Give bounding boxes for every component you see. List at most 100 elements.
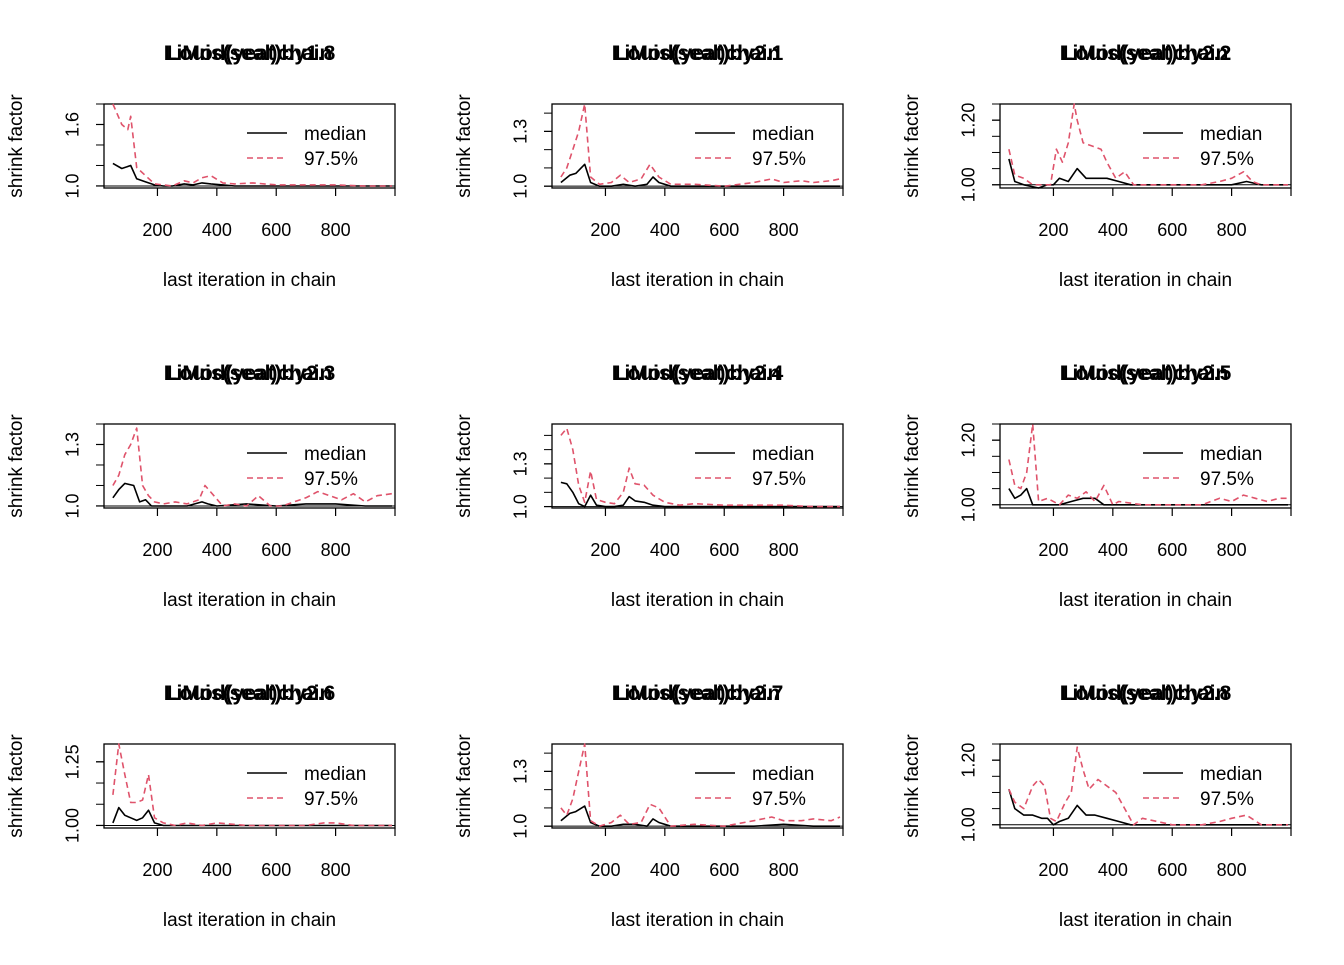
x-axis-label: last iteration in chain [163, 270, 336, 291]
x-tick-label: 800 [769, 220, 799, 240]
legend-label-97-5: 97.5% [304, 789, 358, 810]
legend-label-97-5: 97.5% [752, 789, 806, 810]
legend-label-median: median [752, 444, 814, 465]
series-line-97-5 [1009, 747, 1288, 825]
y-tick-label: 1.00 [959, 807, 979, 842]
legend-label-97-5: 97.5% [1200, 789, 1254, 810]
legend-label-97-5: 97.5% [752, 149, 806, 170]
x-tick-label: 600 [709, 860, 739, 880]
x-tick-label: 200 [1038, 860, 1068, 880]
x-tick-label: 600 [1157, 540, 1187, 560]
x-axis-label: last iteration in chain [1059, 910, 1232, 931]
series-line-97-5 [561, 104, 840, 186]
legend-label-median: median [1200, 764, 1262, 785]
x-tick-label: 800 [321, 220, 351, 240]
y-tick-label: 1.3 [511, 119, 531, 144]
series-line-97-5 [561, 744, 840, 826]
plot-frame [104, 744, 395, 828]
legend-label-median: median [304, 444, 366, 465]
x-tick-label: 400 [650, 860, 680, 880]
series-line-97-5 [113, 104, 392, 186]
legend-label-median: median [1200, 124, 1262, 145]
legend-label-97-5: 97.5% [1200, 469, 1254, 490]
y-tick-label: 1.6 [63, 112, 83, 137]
x-tick-label: 600 [261, 860, 291, 880]
chart-title-2: Louis(seal)chain [615, 42, 781, 65]
chart-title-2: Louis(seal)chain [167, 42, 333, 65]
y-axis-label: shrink factor [902, 414, 923, 518]
x-tick-label: 800 [1217, 540, 1247, 560]
x-tick-label: 200 [142, 540, 172, 560]
x-axis-label: last iteration in chain [163, 590, 336, 611]
x-axis-label: last iteration in chain [611, 910, 784, 931]
legend-label-97-5: 97.5% [1200, 149, 1254, 170]
x-tick-label: 800 [321, 540, 351, 560]
x-tick-label: 400 [202, 220, 232, 240]
y-axis-label: shrink factor [6, 734, 27, 838]
y-tick-label: 1.0 [511, 494, 531, 519]
plot-frame [552, 104, 843, 188]
x-tick-label: 800 [321, 860, 351, 880]
chart-title-2: Louis(seal)chain [167, 362, 333, 385]
plot-frame [104, 104, 395, 188]
plot-frame [1000, 744, 1291, 828]
chart-title-2: Louis(seal)chain [1063, 42, 1229, 65]
chart-title-2: Louis(seal)chain [1063, 682, 1229, 705]
x-tick-label: 200 [1038, 220, 1068, 240]
legend-label-97-5: 97.5% [304, 469, 358, 490]
y-tick-label: 1.3 [511, 451, 531, 476]
x-tick-label: 600 [709, 220, 739, 240]
y-tick-label: 1.0 [63, 493, 83, 518]
x-axis-label: last iteration in chain [163, 910, 336, 931]
y-tick-label: 1.0 [63, 173, 83, 198]
y-tick-label: 1.0 [511, 814, 531, 839]
series-line-median [1009, 489, 1288, 505]
x-axis-label: last iteration in chain [611, 270, 784, 291]
y-tick-label: 1.3 [63, 432, 83, 457]
y-axis-label: shrink factor [454, 734, 475, 838]
x-tick-label: 200 [590, 220, 620, 240]
x-tick-label: 400 [202, 860, 232, 880]
chart-title-2: Louis(seal)chain [167, 682, 333, 705]
chart-panel-1: LiMod(yeat)by1.8Louis(seal)chain1.01.620… [6, 42, 395, 291]
series-line-97-5 [113, 428, 392, 506]
x-tick-label: 200 [1038, 540, 1068, 560]
x-tick-label: 400 [202, 540, 232, 560]
y-tick-label: 1.20 [959, 743, 979, 778]
x-tick-label: 600 [261, 220, 291, 240]
y-tick-label: 1.20 [959, 103, 979, 138]
x-tick-label: 200 [590, 860, 620, 880]
x-axis-label: last iteration in chain [1059, 590, 1232, 611]
chart-title-2: Louis(seal)chain [615, 682, 781, 705]
y-tick-label: 1.20 [959, 423, 979, 458]
y-axis-label: shrink factor [902, 94, 923, 198]
x-tick-label: 800 [1217, 220, 1247, 240]
chart-title-2: Louis(seal)chain [1063, 362, 1229, 385]
x-axis-label: last iteration in chain [611, 590, 784, 611]
y-tick-label: 1.00 [959, 487, 979, 522]
x-tick-label: 800 [769, 540, 799, 560]
x-tick-label: 600 [261, 540, 291, 560]
x-tick-label: 600 [1157, 860, 1187, 880]
legend-label-97-5: 97.5% [304, 149, 358, 170]
y-axis-label: shrink factor [6, 414, 27, 518]
x-tick-label: 400 [1098, 220, 1128, 240]
legend-label-median: median [752, 764, 814, 785]
y-tick-label: 1.00 [63, 808, 83, 843]
x-tick-label: 800 [769, 860, 799, 880]
y-axis-label: shrink factor [6, 94, 27, 198]
y-tick-label: 1.3 [511, 759, 531, 784]
y-axis-label: shrink factor [454, 94, 475, 198]
x-tick-label: 400 [650, 540, 680, 560]
x-tick-label: 600 [709, 540, 739, 560]
x-tick-label: 400 [650, 220, 680, 240]
